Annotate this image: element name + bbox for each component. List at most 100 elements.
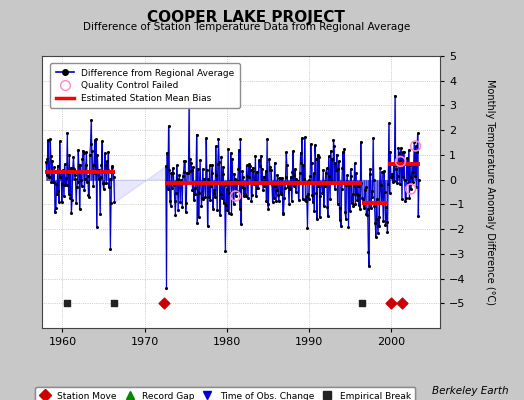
Point <box>54 188 62 194</box>
Y-axis label: Monthly Temperature Anomaly Difference (°C): Monthly Temperature Anomaly Difference (… <box>485 79 495 305</box>
Point <box>387 174 395 180</box>
Point <box>75 162 83 168</box>
Point <box>235 206 244 212</box>
Point <box>396 181 404 187</box>
Point <box>260 183 268 189</box>
Point <box>297 160 305 166</box>
Point <box>248 164 257 171</box>
Point <box>195 190 203 196</box>
Point <box>110 174 118 180</box>
Point <box>290 182 298 189</box>
Point <box>190 185 199 192</box>
Point <box>333 200 342 207</box>
Point <box>300 176 308 183</box>
Point <box>223 186 231 192</box>
Point <box>246 167 255 173</box>
Point <box>215 158 223 165</box>
Point <box>315 154 323 160</box>
Point <box>293 180 301 186</box>
Point <box>183 169 191 176</box>
Point <box>317 180 325 186</box>
Point <box>318 190 326 196</box>
Point <box>107 163 116 169</box>
Point <box>214 136 223 142</box>
Point <box>62 182 71 188</box>
Point <box>185 168 194 174</box>
Point <box>43 156 51 162</box>
Point <box>50 164 59 170</box>
Point <box>278 175 286 182</box>
Point <box>198 195 206 202</box>
Point <box>48 158 57 164</box>
Point <box>91 137 99 143</box>
Point <box>102 180 111 186</box>
Point <box>321 178 330 184</box>
Point <box>289 148 297 154</box>
Point <box>70 166 78 172</box>
Point <box>326 148 335 154</box>
Point <box>275 198 283 204</box>
Point <box>299 196 307 203</box>
Point <box>353 197 362 203</box>
Point <box>226 150 235 156</box>
Point <box>404 179 412 186</box>
Text: Berkeley Earth: Berkeley Earth <box>432 386 508 396</box>
Point <box>326 196 334 202</box>
Point <box>230 201 238 207</box>
Point <box>82 162 90 168</box>
Point <box>261 178 269 184</box>
Point <box>203 167 211 173</box>
Point <box>64 169 72 176</box>
Point <box>298 135 306 141</box>
Point <box>179 168 188 175</box>
Point <box>357 139 365 145</box>
Point <box>105 176 114 182</box>
Point <box>376 164 384 171</box>
Point <box>51 205 60 212</box>
Point <box>181 209 190 216</box>
Point <box>281 185 289 191</box>
Point <box>74 147 82 153</box>
Point <box>236 135 245 142</box>
Point <box>368 193 377 200</box>
Point <box>369 135 377 142</box>
Point <box>90 162 98 168</box>
Point <box>385 190 394 196</box>
Point <box>322 169 330 176</box>
Point <box>346 208 354 214</box>
Point <box>301 197 310 204</box>
Point <box>183 169 192 176</box>
Point <box>237 221 245 228</box>
Point <box>315 214 324 220</box>
Point <box>65 152 73 158</box>
Point <box>351 201 359 207</box>
Point <box>276 175 284 181</box>
Point <box>242 162 250 169</box>
Point <box>330 143 339 150</box>
Point <box>107 200 115 206</box>
Point <box>83 173 92 179</box>
Point <box>53 190 61 197</box>
Point <box>169 170 178 176</box>
Point <box>344 224 353 230</box>
Point <box>110 300 118 306</box>
Point <box>407 186 415 192</box>
Point <box>385 120 393 127</box>
Point <box>214 161 222 167</box>
Point <box>254 185 263 191</box>
Point <box>108 164 117 170</box>
Point <box>374 214 383 220</box>
Point <box>352 170 360 176</box>
Point <box>87 117 95 124</box>
Point <box>85 194 93 200</box>
Point <box>228 156 236 162</box>
Point <box>268 199 277 206</box>
Point <box>348 191 357 197</box>
Point <box>45 174 53 180</box>
Point <box>80 150 88 156</box>
Point <box>403 155 411 161</box>
Point <box>402 194 410 201</box>
Point <box>78 156 86 162</box>
Point <box>335 158 343 164</box>
Point <box>304 196 313 202</box>
